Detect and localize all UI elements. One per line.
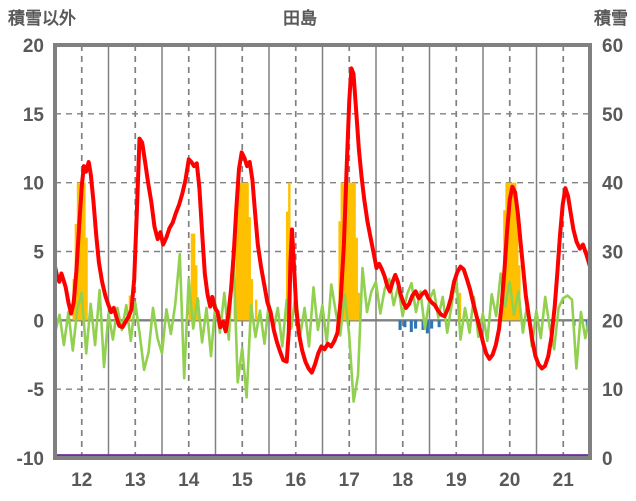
blue-bars [421,320,425,330]
blue-bars [425,320,429,334]
left-axis-tick-label: 5 [33,243,44,264]
left-axis-tick-label: 20 [23,36,44,57]
blue-bars [430,320,434,329]
right-axis-tick-label: 20 [602,311,623,332]
orange-bars [250,279,254,321]
x-axis-tick-label: 12 [71,470,92,491]
x-axis-tick-label: 16 [285,470,306,491]
orange-bars [349,182,352,321]
orange-bars [188,292,192,321]
orange-bars [248,217,251,321]
orange-bars [78,182,82,321]
orange-bars [355,237,358,321]
right-axis-tick-label: 60 [602,36,623,57]
blue-bars [403,320,407,328]
orange-bars [244,182,247,321]
x-axis-tick-label: 13 [125,470,146,491]
orange-bars [458,292,462,321]
blue-bars [414,320,418,329]
right-axis-tick-label: 30 [602,243,623,264]
orange-bars [353,182,356,321]
orange-bars [346,182,350,321]
orange-bars [83,182,86,321]
chart-title: 田島 [283,9,317,28]
red-line [53,66,592,375]
orange-bars [192,233,196,321]
x-axis-tick-label: 17 [339,470,360,491]
blue-bars [409,320,413,333]
right-axis-title: 積雪 [594,9,628,28]
orange-bars [239,182,243,321]
orange-bars [338,221,341,321]
x-axis-tick-label: 21 [553,470,575,491]
orange-bars [509,182,513,321]
x-axis-tick-label: 18 [392,470,413,491]
orange-bars [254,299,258,321]
left-axis-tick-label: 15 [23,105,45,126]
x-axis-tick-label: 19 [446,470,467,491]
orange-bars [516,210,519,321]
left-axis-title: 積雪以外 [8,9,76,28]
orange-bars [190,233,194,321]
blue-bars [398,320,402,330]
orange-bars [344,182,348,321]
right-axis-tick-label: 40 [602,174,623,195]
orange-bars [85,237,88,321]
orange-bars [195,265,198,321]
right-axis-tick-label: 50 [602,105,623,126]
orange-bars [242,182,245,321]
orange-bars [246,182,249,321]
orange-bars [285,211,289,321]
left-axis-tick-label: 10 [23,174,44,195]
orange-bars [351,182,354,321]
orange-bars [511,182,515,321]
x-axis-tick-label: 20 [499,470,520,491]
orange-bars [81,182,84,321]
blue-bars [437,320,441,328]
orange-bars [507,182,510,321]
x-axis-tick-label: 15 [232,470,254,491]
left-axis-tick-label: -5 [27,380,44,401]
orange-bars [237,182,241,321]
right-axis-tick-label: 10 [602,380,623,401]
x-axis-tick-label: 14 [178,470,200,491]
left-axis-tick-label: 0 [33,311,44,332]
orange-bars [235,210,239,321]
orange-bars [513,182,517,321]
green-line [53,247,592,403]
left-axis-tick-label: -10 [17,449,44,470]
plot-border [53,43,592,460]
right-axis-tick-label: 0 [602,449,613,470]
orange-bars [357,292,361,321]
